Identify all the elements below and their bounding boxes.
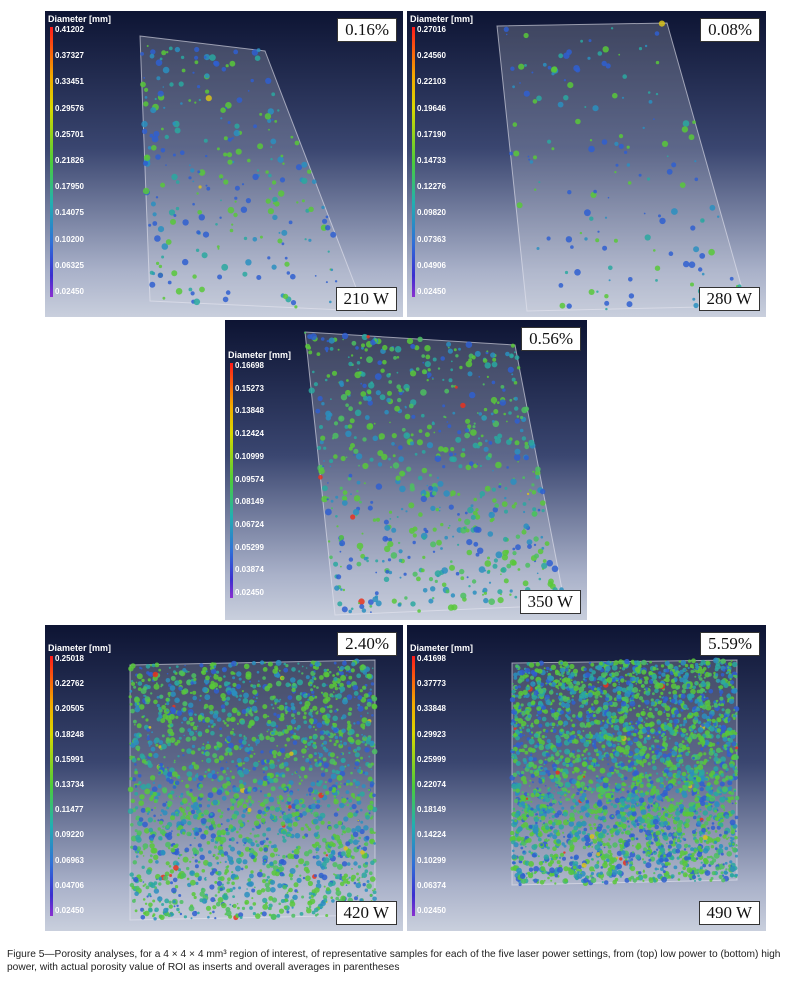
legend-tick: 0.09574 xyxy=(235,474,264,484)
legend-tick: 0.25018 xyxy=(55,654,84,663)
legend-tick: 0.02450 xyxy=(417,906,446,915)
legend-350w: Diameter [mm] 0.16698 0.15273 0.13848 0.124… xyxy=(228,350,318,610)
power-label: 350 W xyxy=(519,590,581,614)
pore-scene-420w xyxy=(127,658,378,921)
legend-colorbar xyxy=(230,363,233,598)
sample-volume-box xyxy=(496,22,748,312)
legend-title: Diameter [mm] xyxy=(48,643,112,653)
legend-tick: 0.06325 xyxy=(55,260,84,270)
legend-tick: 0.02450 xyxy=(55,287,84,296)
legend-tick: 0.18248 xyxy=(55,729,84,739)
pore-cloud xyxy=(509,657,740,887)
legend-tick: 0.20505 xyxy=(55,704,84,714)
legend-tick: 0.24560 xyxy=(417,51,446,61)
legend-tick: 0.10299 xyxy=(417,855,446,865)
panel-280w: Diameter [mm] 0.27016 0.24560 0.22103 0.196… xyxy=(407,11,766,317)
legend-title: Diameter [mm] xyxy=(410,14,474,24)
legend-tick: 0.11477 xyxy=(55,805,84,815)
legend-tick: 0.25999 xyxy=(417,754,446,764)
legend-tick: 0.37327 xyxy=(55,51,84,61)
legend-tick: 0.41698 xyxy=(417,654,446,663)
panel-490w: Diameter [mm] 0.41698 0.37773 0.33848 0.299… xyxy=(407,625,766,931)
panel-350w: Diameter [mm] 0.16698 0.15273 0.13848 0.124… xyxy=(225,320,587,620)
legend-tick: 0.03874 xyxy=(235,565,264,575)
legend-tick: 0.06963 xyxy=(55,855,84,865)
legend-tick: 0.08149 xyxy=(235,497,264,507)
legend-tick: 0.22762 xyxy=(55,679,84,689)
legend-tick: 0.15991 xyxy=(55,754,84,764)
porosity-badge: 0.56% xyxy=(521,327,581,351)
legend-tick: 0.17190 xyxy=(417,129,446,139)
legend-tick: 0.18149 xyxy=(417,805,446,815)
legend-tick: 0.15273 xyxy=(235,383,264,393)
legend-tick: 0.07363 xyxy=(417,234,446,244)
legend-tick: 0.02450 xyxy=(235,588,264,597)
legend-tick: 0.05299 xyxy=(235,542,264,552)
legend-colorbar xyxy=(50,656,53,916)
porosity-badge: 0.08% xyxy=(700,18,760,42)
legend-tick: 0.10999 xyxy=(235,451,264,461)
power-label: 210 W xyxy=(335,287,397,311)
legend-tick: 0.17950 xyxy=(55,182,84,192)
legend-tick: 0.09220 xyxy=(55,830,84,840)
legend-tick: 0.29923 xyxy=(417,729,446,739)
legend-tick: 0.27016 xyxy=(417,25,446,34)
sample-volume-box xyxy=(139,35,366,312)
legend-tick: 0.37773 xyxy=(417,679,446,689)
legend-tick: 0.09820 xyxy=(417,208,446,218)
legend-tick: 0.22103 xyxy=(417,77,446,87)
legend-tick: 0.16698 xyxy=(235,361,264,370)
power-label: 420 W xyxy=(335,901,397,925)
legend-tick: 0.06724 xyxy=(235,519,264,529)
panel-210w: Diameter [mm] 0.41202 0.37327 0.33451 0.295… xyxy=(45,11,403,317)
porosity-badge: 5.59% xyxy=(700,632,760,656)
legend-tick: 0.29576 xyxy=(55,103,84,113)
legend-tick: 0.14224 xyxy=(417,830,446,840)
legend-colorbar xyxy=(412,27,415,297)
legend-210w: Diameter [mm] 0.41202 0.37327 0.33451 0.295… xyxy=(48,14,138,304)
legend-tick: 0.19646 xyxy=(417,103,446,113)
legend-tick: 0.12276 xyxy=(417,182,446,192)
power-label: 490 W xyxy=(698,901,760,925)
legend-420w: Diameter [mm] 0.25018 0.22762 0.20505 0.182… xyxy=(48,643,138,923)
porosity-badge: 0.16% xyxy=(337,18,397,42)
legend-tick: 0.12424 xyxy=(235,429,264,439)
legend-tick: 0.33451 xyxy=(55,77,84,87)
pore-scene-350w xyxy=(304,331,566,616)
pore-scene-490w xyxy=(509,657,740,887)
power-label: 280 W xyxy=(698,287,760,311)
legend-tick: 0.02450 xyxy=(417,287,446,296)
pore-cloud xyxy=(127,658,378,921)
legend-tick: 0.14075 xyxy=(55,208,84,218)
legend-tick: 0.25701 xyxy=(55,129,84,139)
figure-caption: Figure 5—Porosity analyses, for a 4 × 4 … xyxy=(7,949,781,973)
porosity-badge: 2.40% xyxy=(337,632,397,656)
legend-tick: 0.33848 xyxy=(417,704,446,714)
legend-tick: 0.13848 xyxy=(235,406,264,416)
legend-tick: 0.04906 xyxy=(417,260,446,270)
legend-tick: 0.21826 xyxy=(55,156,84,165)
legend-280w: Diameter [mm] 0.27016 0.24560 0.22103 0.196… xyxy=(410,14,500,304)
legend-title: Diameter [mm] xyxy=(48,14,112,24)
legend-tick: 0.41202 xyxy=(55,25,84,34)
legend-title: Diameter [mm] xyxy=(228,350,292,360)
legend-colorbar xyxy=(50,27,53,297)
legend-490w: Diameter [mm] 0.41698 0.37773 0.33848 0.299… xyxy=(410,643,500,923)
legend-tick: 0.10200 xyxy=(55,234,84,244)
legend-tick: 0.06374 xyxy=(417,880,446,890)
legend-title: Diameter [mm] xyxy=(410,643,474,653)
legend-tick: 0.02450 xyxy=(55,906,84,915)
pore-cloud xyxy=(140,45,361,309)
legend-tick: 0.22074 xyxy=(417,780,446,789)
legend-colorbar xyxy=(412,656,415,916)
panel-420w: Diameter [mm] 0.25018 0.22762 0.20505 0.182… xyxy=(45,625,403,931)
legend-tick: 0.14733 xyxy=(417,156,446,165)
legend-tick: 0.13734 xyxy=(55,780,84,789)
pore-scene-210w xyxy=(139,35,366,312)
pore-cloud xyxy=(304,331,564,614)
legend-tick: 0.04706 xyxy=(55,880,84,890)
